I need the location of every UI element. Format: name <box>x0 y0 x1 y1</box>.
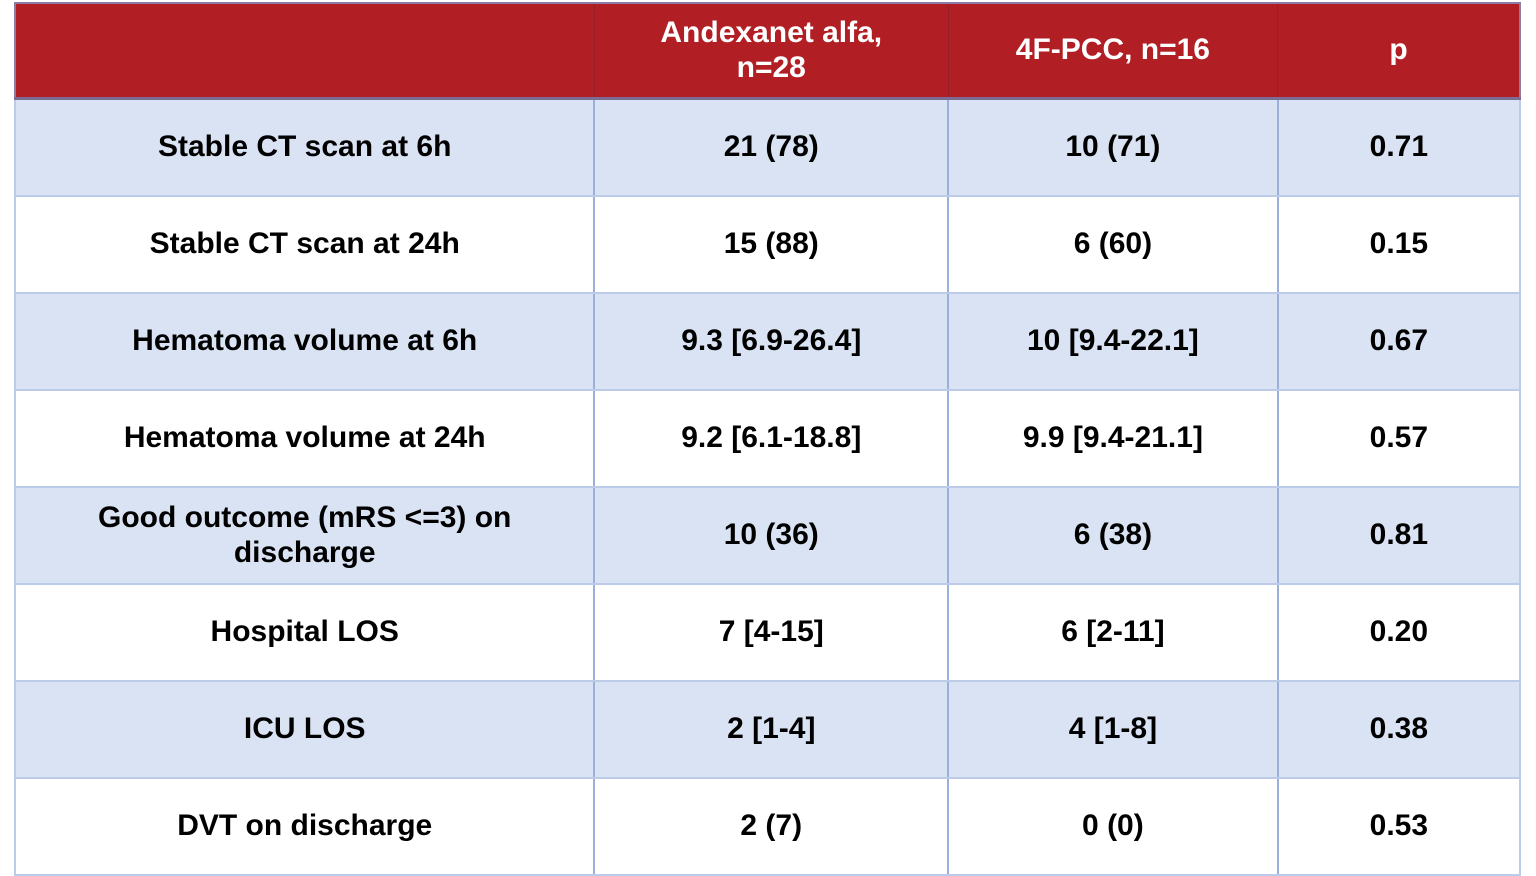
p-value-cell: 0.67 <box>1276 292 1522 391</box>
header-cell-empty <box>13 2 595 100</box>
row-label-cell: DVT on discharge <box>13 777 596 876</box>
row-label-cell: Hematoma volume at 24h <box>13 389 596 488</box>
andexanet-value-cell: 2 (7) <box>593 777 950 876</box>
pcc-value-cell: 6 [2-11] <box>947 583 1279 682</box>
pcc-value-cell: 4 [1-8] <box>947 680 1279 779</box>
pcc-value-cell: 9.9 [9.4-21.1] <box>947 389 1279 488</box>
andexanet-value-cell: 9.2 [6.1-18.8] <box>593 389 950 488</box>
p-value-cell: 0.15 <box>1276 195 1522 294</box>
header-cell-p: p <box>1277 2 1522 100</box>
table-row: Stable CT scan at 24h 15 (88) 6 (60) 0.1… <box>13 195 1522 294</box>
results-table-container: Andexanet alfa, n=28 4F-PCC, n=16 p Stab… <box>13 2 1522 876</box>
andexanet-value-cell: 2 [1-4] <box>593 680 950 779</box>
andexanet-value-cell: 10 (36) <box>593 486 950 585</box>
row-label-cell: Good outcome (mRS <=3) on discharge <box>13 486 596 585</box>
andexanet-value-cell: 7 [4-15] <box>593 583 950 682</box>
table-row: Hematoma volume at 6h 9.3 [6.9-26.4] 10 … <box>13 292 1522 391</box>
row-label-cell: Hematoma volume at 6h <box>13 292 596 391</box>
table-row: Hospital LOS 7 [4-15] 6 [2-11] 0.20 <box>13 583 1522 682</box>
table-row: ICU LOS 2 [1-4] 4 [1-8] 0.38 <box>13 680 1522 779</box>
row-label-cell: Stable CT scan at 24h <box>13 195 596 294</box>
pcc-value-cell: 6 (60) <box>947 195 1279 294</box>
table-row: DVT on discharge 2 (7) 0 (0) 0.53 <box>13 777 1522 876</box>
row-label-cell: ICU LOS <box>13 680 596 779</box>
header-row: Andexanet alfa, n=28 4F-PCC, n=16 p <box>13 2 1522 100</box>
pcc-value-cell: 10 (71) <box>947 97 1279 197</box>
results-table: Andexanet alfa, n=28 4F-PCC, n=16 p Stab… <box>13 2 1522 876</box>
row-label-cell: Hospital LOS <box>13 583 596 682</box>
p-value-cell: 0.81 <box>1276 486 1522 585</box>
pcc-value-cell: 6 (38) <box>947 486 1279 585</box>
table-row: Stable CT scan at 6h 21 (78) 10 (71) 0.7… <box>13 97 1522 197</box>
p-value-cell: 0.38 <box>1276 680 1522 779</box>
pcc-value-cell: 10 [9.4-22.1] <box>947 292 1279 391</box>
table-row: Hematoma volume at 24h 9.2 [6.1-18.8] 9.… <box>13 389 1522 488</box>
header-cell-andexanet: Andexanet alfa, n=28 <box>593 2 949 100</box>
pcc-value-cell: 0 (0) <box>947 777 1279 876</box>
header-cell-4fpcc: 4F-PCC, n=16 <box>947 2 1279 100</box>
p-value-cell: 0.53 <box>1276 777 1522 876</box>
andexanet-value-cell: 21 (78) <box>593 97 950 197</box>
andexanet-value-cell: 9.3 [6.9-26.4] <box>593 292 950 391</box>
table-row: Good outcome (mRS <=3) on discharge 10 (… <box>13 486 1522 585</box>
row-label-cell: Stable CT scan at 6h <box>13 97 596 197</box>
p-value-cell: 0.20 <box>1276 583 1522 682</box>
andexanet-value-cell: 15 (88) <box>593 195 950 294</box>
p-value-cell: 0.71 <box>1276 97 1522 197</box>
p-value-cell: 0.57 <box>1276 389 1522 488</box>
